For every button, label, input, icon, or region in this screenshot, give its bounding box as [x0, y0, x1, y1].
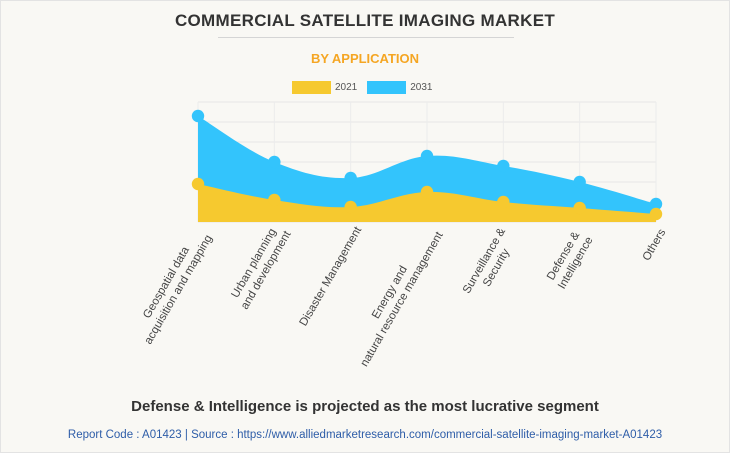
x-tick-label-1: Urban planningand development: [227, 221, 294, 312]
point-2021-1: [268, 193, 281, 207]
data-points: [191, 109, 663, 221]
x-tick-label-text: Geospatial dataacquisition and mapping: [130, 226, 215, 346]
x-tick-label-text: Surveillance &Security: [461, 226, 520, 303]
point-2031-3: [420, 149, 434, 163]
x-tick-label-line: Others: [641, 227, 669, 263]
legend-swatch-2021: [292, 80, 331, 94]
title-divider: [218, 37, 514, 38]
x-tick-label-text: Energy andnatural resource management: [346, 222, 446, 369]
point-2021-0: [191, 177, 205, 191]
point-2031-4: [497, 159, 510, 173]
footer-source: Report Code : A01423 | Source : https://…: [67, 429, 663, 441]
point-2021-5: [573, 201, 586, 215]
area-series-2021: [198, 184, 656, 222]
x-tick-label-text: Disaster Management: [298, 224, 365, 328]
point-2031-1: [268, 155, 281, 169]
point-2021-6: [649, 207, 663, 221]
x-tick-labels: Geospatial dataacquisition and mapping Ur…: [130, 221, 669, 369]
x-tick-label-line: Disaster Management: [298, 224, 365, 328]
point-2031-5: [573, 175, 586, 189]
point-2021-3: [420, 185, 434, 199]
legend-label-2031: 2031: [410, 81, 433, 93]
area-series-2031: [198, 116, 656, 222]
x-tick-label-5: Defense &Intelligence: [544, 228, 596, 292]
point-2031-2: [344, 171, 357, 185]
x-tick-label-3: Energy andnatural resource management: [346, 222, 447, 369]
x-tick-label-2: Disaster Management: [298, 224, 365, 328]
x-tick-label-text: Defense &Intelligence: [544, 228, 596, 291]
chart-title: COMMERCIAL SATELLITE IMAGING MARKET: [174, 11, 556, 30]
chart-legend: 2021 2031: [292, 79, 443, 95]
x-tick-label-4: Surveillance &Security: [461, 226, 520, 303]
point-2021-4: [497, 195, 510, 209]
x-tick-label-0: Geospatial dataacquisition and mapping: [130, 226, 215, 346]
x-tick-label-line: natural resource management: [359, 229, 447, 369]
chart-subtitle: BY APPLICATION: [310, 51, 420, 66]
point-2021-2: [344, 200, 357, 214]
point-2031-6: [649, 197, 663, 211]
x-tick-label-text: Urban planningand development: [227, 221, 294, 311]
x-tick-label-6: Others: [641, 227, 669, 263]
legend-swatch-2031: [367, 80, 407, 94]
series-areas: [198, 116, 656, 222]
legend-label-2021: 2021: [335, 81, 358, 93]
footer-headline: Defense & Intelligence is projected as t…: [131, 398, 599, 415]
x-tick-label-text: Others: [641, 227, 669, 263]
point-2031-0: [191, 109, 205, 123]
